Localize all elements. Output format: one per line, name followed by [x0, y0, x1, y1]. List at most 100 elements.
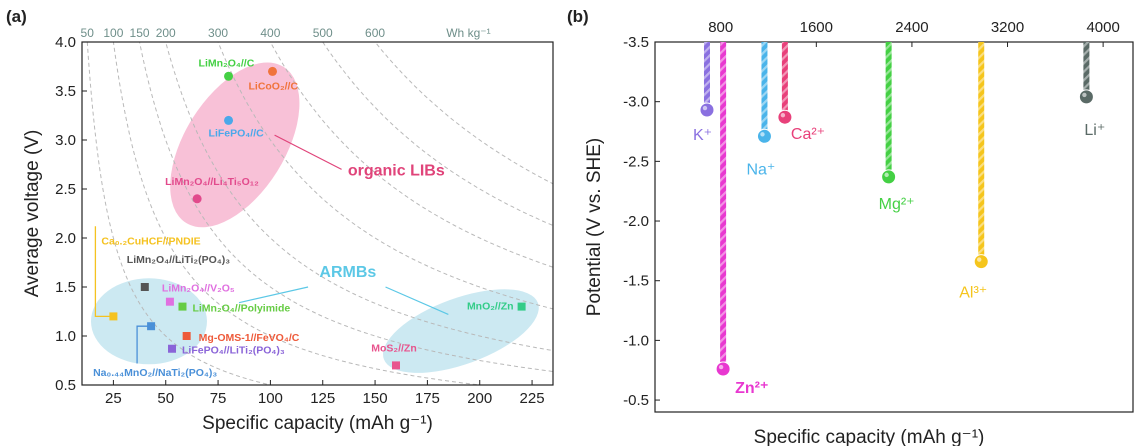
- y-tick-label: -3.5: [623, 34, 649, 51]
- y-axis-title: Potential (V vs. SHE): [584, 138, 605, 316]
- y-tick-label: -1.5: [623, 273, 649, 290]
- y-tick-label: 0.5: [55, 377, 76, 394]
- ion-marker-highlight: [780, 112, 786, 118]
- data-point-label: LiMn₂O₄//C: [199, 57, 255, 69]
- potential-bar: [978, 42, 985, 262]
- data-point: [165, 297, 174, 306]
- energy-contour-label: 200: [156, 26, 176, 40]
- ion-marker-highlight: [718, 364, 724, 370]
- y-tick-label: 3.5: [55, 83, 76, 100]
- y-tick-label: 1.0: [55, 328, 76, 345]
- plot-frame: [654, 41, 1134, 413]
- data-point: [182, 332, 191, 340]
- ion-marker-highlight: [977, 257, 982, 262]
- ion-marker: [777, 109, 793, 125]
- data-point: [267, 66, 277, 76]
- data-point: [392, 361, 400, 370]
- x-tick-label: 50: [157, 390, 174, 407]
- y-tick-label: -3.0: [623, 94, 649, 111]
- energy-contour-label: 400: [260, 26, 280, 40]
- data-point-label: LiFePO₄//C: [209, 127, 265, 139]
- ion-label: Al³⁺: [959, 285, 987, 302]
- x-tick-label: 2400: [895, 19, 928, 36]
- x-axis-title: Specific capacity (mAh g⁻¹): [202, 413, 433, 434]
- armbs-label: ARMBs: [319, 264, 376, 281]
- energy-contour-label: 100: [103, 26, 123, 40]
- energy-contour: [139, 42, 553, 372]
- x-tick-label: 175: [415, 390, 440, 407]
- data-point: [224, 71, 234, 81]
- data-point-label: MoS₂//Zn: [371, 342, 417, 354]
- energy-contour-label: 50: [81, 26, 95, 40]
- data-point: [517, 302, 526, 311]
- ion-marker: [973, 254, 989, 270]
- panel-a: (a) 50 100 150 200 300 400 500 600 Wh kg⁻¹ 25 50 75 1…: [6, 7, 554, 434]
- ion-marker: [756, 128, 772, 144]
- x-tick-label: 100: [258, 390, 283, 407]
- data-point: [178, 302, 187, 311]
- potential-bar: [761, 42, 768, 137]
- potential-bar: [1083, 42, 1090, 97]
- potential-bar: [720, 42, 727, 370]
- ion-marker-highlight: [1082, 92, 1087, 98]
- data-point-label: LiCoO₂//C: [248, 80, 298, 92]
- potential-bar: [703, 42, 710, 111]
- data-point: [109, 312, 118, 321]
- data-point-label: MnO₂//Zn: [467, 301, 514, 313]
- ion-label: Zn²⁺: [735, 380, 768, 397]
- panel-b: (b) 800 1600 2400 3200 4000 -3.5 -3.0 -2.5 -2.0 -1…: [567, 7, 1134, 446]
- y-tick-label: 1.5: [55, 279, 76, 296]
- data-point-label: LiMn₂O₄//V₂O₅: [162, 283, 235, 295]
- energy-contour: [269, 42, 553, 268]
- energy-contour: [86, 42, 273, 385]
- data-point-label: Ca₀.₂CuHCF//PNDIE: [101, 235, 200, 247]
- x-tick-label: 800: [708, 19, 733, 36]
- data-point: [192, 194, 202, 204]
- armbs-connector-left: [238, 286, 309, 304]
- data-point-label: LiFePO₄//LiTi₂(PO₄)₃: [182, 345, 285, 357]
- armbs-region-left: [90, 278, 207, 365]
- energy-contour-label: 600: [365, 26, 385, 40]
- data-point: [147, 322, 156, 331]
- energy-contour-label: 300: [208, 26, 228, 40]
- x-tick-label: 3200: [991, 19, 1024, 36]
- ion-marker: [881, 169, 897, 185]
- energy-contour-label: 500: [313, 26, 333, 40]
- ion-label: Li⁺: [1084, 122, 1105, 139]
- x-axis-title: Specific capacity (mAh g⁻¹): [754, 427, 985, 446]
- data-point-label: Mg-OMS-1//FeVO₄/C: [199, 332, 300, 344]
- energy-contour-label: 150: [130, 26, 150, 40]
- x-tick-label: 150: [363, 390, 388, 407]
- armbs-connector-right: [385, 286, 449, 315]
- x-tick-label: 4000: [1086, 19, 1119, 36]
- organic-libs-label: organic LIBs: [348, 162, 445, 179]
- data-point-label: LiMn₂O₄//Polyimide: [192, 303, 290, 315]
- y-tick-label: 4.0: [55, 34, 76, 51]
- organic-libs-connector: [274, 134, 342, 170]
- data-point: [168, 344, 177, 353]
- y-tick-label: -2.0: [623, 213, 649, 230]
- data-point: [140, 283, 149, 291]
- ion-marker: [699, 102, 715, 118]
- data-point-label: Na₀.₄₄MnO₂//NaTi₂(PO₄)₃: [93, 367, 217, 379]
- data-point-label: LiMn₂O₄//LiTi₂(PO₄)₃: [127, 254, 230, 266]
- y-tick-label: 3.0: [55, 132, 76, 149]
- y-axis-title: Average voltage (V): [22, 130, 43, 298]
- x-tick-label: 125: [310, 390, 335, 407]
- organic-libs-region: [170, 62, 300, 228]
- y-tick-label: -2.5: [623, 153, 649, 170]
- data-point-label: LiMn₂O₄//Li₄Ti₅O₁₂: [165, 176, 259, 188]
- y-tick-label: 2.0: [55, 230, 76, 247]
- ion-marker-highlight: [884, 172, 889, 178]
- na-bracket: [136, 325, 152, 364]
- x-tick-label: 25: [105, 390, 122, 407]
- potential-bar: [885, 42, 892, 177]
- energy-contour: [374, 42, 553, 185]
- energy-contour: [322, 42, 553, 226]
- data-point: [224, 115, 234, 125]
- energy-contour: [165, 42, 553, 352]
- plot-frame: [81, 41, 554, 386]
- ion-marker: [1078, 89, 1094, 105]
- ion-marker-highlight: [702, 105, 708, 111]
